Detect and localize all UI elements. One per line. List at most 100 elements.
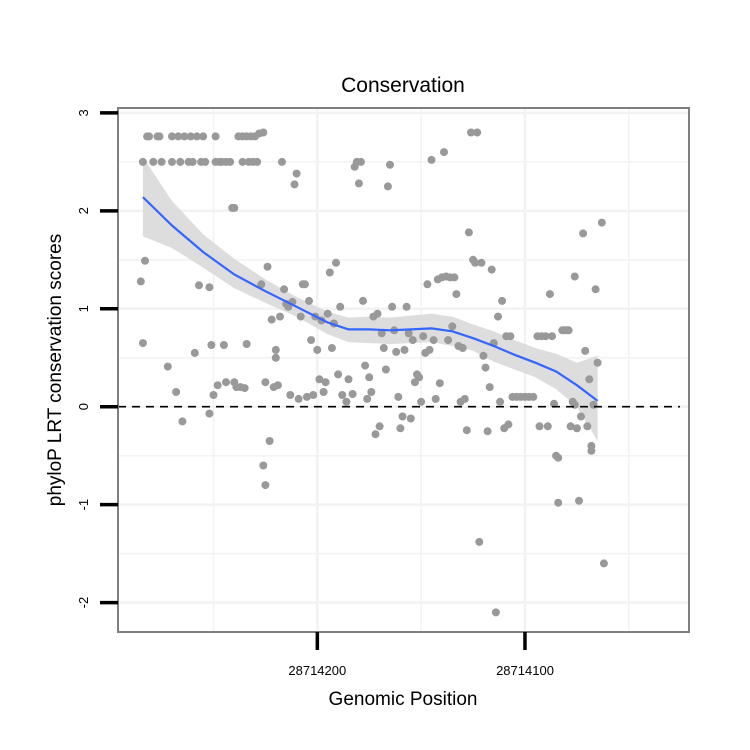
data-point bbox=[321, 378, 330, 387]
data-point bbox=[577, 412, 585, 421]
data-point bbox=[572, 424, 581, 433]
data-point bbox=[192, 132, 201, 141]
data-point bbox=[462, 426, 471, 435]
data-point bbox=[205, 283, 214, 292]
data-point bbox=[481, 363, 490, 372]
plot-border bbox=[117, 107, 690, 633]
data-point bbox=[585, 375, 594, 384]
data-point bbox=[294, 394, 303, 403]
data-point bbox=[599, 559, 608, 568]
data-point bbox=[309, 391, 318, 399]
data-point bbox=[543, 422, 552, 431]
data-point bbox=[344, 375, 353, 384]
y-tick-label: 2 bbox=[76, 207, 91, 214]
data-point bbox=[377, 329, 386, 338]
data-point bbox=[174, 132, 183, 141]
data-point bbox=[383, 182, 392, 191]
data-point bbox=[365, 373, 374, 382]
data-point bbox=[566, 422, 575, 431]
data-point bbox=[261, 481, 270, 490]
data-point bbox=[448, 322, 457, 331]
y-tick-label: -2 bbox=[76, 597, 91, 609]
data-point bbox=[564, 326, 573, 335]
data-point bbox=[394, 392, 403, 401]
data-point bbox=[267, 315, 276, 324]
data-point bbox=[222, 378, 230, 387]
data-point bbox=[359, 296, 367, 305]
data-point bbox=[323, 309, 332, 318]
data-point bbox=[541, 332, 550, 341]
data-point bbox=[415, 373, 424, 382]
data-point bbox=[157, 157, 166, 166]
data-point bbox=[579, 229, 588, 238]
data-point bbox=[307, 336, 316, 345]
data-point bbox=[458, 344, 467, 352]
data-point bbox=[276, 312, 284, 321]
data-point bbox=[460, 394, 469, 403]
data-point bbox=[473, 128, 482, 137]
data-point bbox=[570, 400, 579, 409]
data-point bbox=[417, 397, 426, 406]
data-point bbox=[367, 388, 376, 396]
data-point bbox=[483, 427, 492, 436]
data-point bbox=[176, 157, 185, 166]
data-point bbox=[327, 344, 336, 352]
data-point bbox=[195, 281, 203, 290]
data-point bbox=[487, 265, 496, 274]
data-point bbox=[400, 345, 409, 354]
data-point bbox=[379, 344, 388, 352]
x-tick-label: 28714100 bbox=[496, 663, 554, 678]
data-point bbox=[296, 312, 305, 321]
data-point bbox=[406, 414, 415, 423]
data-point bbox=[386, 160, 394, 169]
data-point bbox=[419, 332, 428, 341]
y-tick-label: 1 bbox=[76, 305, 91, 312]
data-point bbox=[491, 608, 500, 617]
data-point bbox=[278, 157, 286, 166]
data-point bbox=[361, 361, 370, 370]
x-tick-label: 28714200 bbox=[288, 663, 346, 678]
data-point bbox=[300, 280, 309, 289]
data-point bbox=[190, 348, 199, 357]
data-point bbox=[464, 228, 473, 237]
data-point bbox=[589, 400, 598, 409]
data-point bbox=[431, 394, 440, 403]
y-axis-ticks: -2 -1 0 1 2 3 bbox=[76, 109, 118, 608]
data-point bbox=[205, 409, 214, 418]
data-point bbox=[290, 180, 299, 189]
data-point bbox=[348, 390, 357, 398]
data-point bbox=[554, 453, 563, 462]
data-point bbox=[180, 132, 189, 141]
data-point bbox=[213, 381, 222, 390]
data-point bbox=[342, 397, 351, 406]
data-point bbox=[404, 329, 413, 338]
data-point bbox=[302, 392, 311, 401]
data-point bbox=[498, 296, 507, 305]
data-point bbox=[496, 397, 505, 406]
data-point bbox=[292, 169, 301, 178]
data-point bbox=[494, 312, 502, 321]
x-axis-ticks: 28714200 28714100 bbox=[288, 632, 554, 678]
data-point bbox=[207, 341, 216, 349]
data-point bbox=[238, 157, 247, 166]
chart-title: Conservation bbox=[341, 74, 465, 97]
data-point bbox=[477, 258, 486, 267]
data-point bbox=[354, 179, 363, 188]
data-point bbox=[261, 378, 270, 387]
data-point bbox=[396, 424, 405, 433]
y-tick-label: 0 bbox=[76, 403, 91, 410]
data-point bbox=[597, 218, 606, 227]
data-point bbox=[485, 383, 494, 392]
data-point bbox=[506, 332, 515, 341]
data-point bbox=[240, 384, 249, 393]
data-point bbox=[155, 132, 164, 141]
data-point bbox=[334, 370, 343, 379]
smooth-trend-line bbox=[142, 196, 599, 402]
data-point bbox=[168, 157, 176, 166]
data-point bbox=[273, 381, 282, 390]
data-point bbox=[471, 258, 480, 267]
data-point bbox=[199, 132, 208, 141]
data-point bbox=[188, 157, 197, 166]
data-point bbox=[504, 420, 513, 429]
